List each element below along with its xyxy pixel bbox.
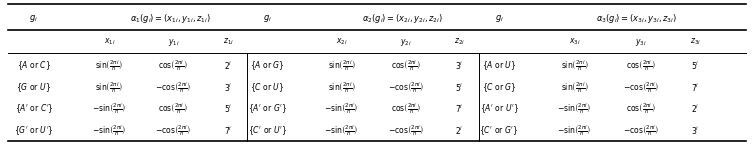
- Text: $\cos\!\left(\frac{2\pi i}{n}\right)$: $\cos\!\left(\frac{2\pi i}{n}\right)$: [391, 101, 421, 116]
- Text: $7^i$: $7^i$: [455, 103, 464, 115]
- Text: $-\cos\!\left(\frac{2\pi i}{n}\right)$: $-\cos\!\left(\frac{2\pi i}{n}\right)$: [155, 124, 192, 138]
- Text: $g_i$: $g_i$: [29, 13, 38, 24]
- Text: $2^i$: $2^i$: [455, 125, 464, 137]
- Text: $z_{1i}$: $z_{1i}$: [223, 37, 234, 47]
- Text: $\{A'\ \mathrm{or}\ U'\}$: $\{A'\ \mathrm{or}\ U'\}$: [480, 102, 519, 115]
- Text: $-\sin\!\left(\frac{2\pi i}{n}\right)$: $-\sin\!\left(\frac{2\pi i}{n}\right)$: [324, 124, 359, 138]
- Text: $-\cos\!\left(\frac{2\pi i}{n}\right)$: $-\cos\!\left(\frac{2\pi i}{n}\right)$: [623, 124, 659, 138]
- Text: $g_i$: $g_i$: [263, 13, 272, 24]
- Text: $\sin\!\left(\frac{2\pi i}{n}\right)$: $\sin\!\left(\frac{2\pi i}{n}\right)$: [95, 80, 124, 95]
- Text: $2^i$: $2^i$: [691, 103, 700, 115]
- Text: $5^i$: $5^i$: [224, 103, 233, 115]
- Text: $\{A'\ \mathrm{or}\ C'\}$: $\{A'\ \mathrm{or}\ C'\}$: [14, 102, 54, 115]
- Text: $5^i$: $5^i$: [691, 60, 700, 72]
- Text: $x_{1i}$: $x_{1i}$: [103, 37, 115, 47]
- Text: $y_{3i}$: $y_{3i}$: [635, 37, 647, 48]
- Text: $\{C'\ \mathrm{or}\ U'\}$: $\{C'\ \mathrm{or}\ U'\}$: [248, 125, 287, 137]
- Text: $3^i$: $3^i$: [455, 60, 464, 72]
- Text: $-\sin\!\left(\frac{2\pi i}{n}\right)$: $-\sin\!\left(\frac{2\pi i}{n}\right)$: [557, 124, 592, 138]
- Text: $z_{2i}$: $z_{2i}$: [454, 37, 464, 47]
- Text: $7^i$: $7^i$: [224, 125, 233, 137]
- Text: $\{G\ \mathrm{or}\ U\}$: $\{G\ \mathrm{or}\ U\}$: [17, 81, 51, 94]
- Text: $\{C\ \mathrm{or}\ U\}$: $\{C\ \mathrm{or}\ U\}$: [250, 81, 285, 94]
- Text: $-\sin\!\left(\frac{2\pi i}{n}\right)$: $-\sin\!\left(\frac{2\pi i}{n}\right)$: [557, 101, 592, 116]
- Text: $3^i$: $3^i$: [691, 125, 700, 137]
- Text: $\sin\!\left(\frac{2\pi i}{n}\right)$: $\sin\!\left(\frac{2\pi i}{n}\right)$: [95, 58, 124, 73]
- Text: $x_{2i}$: $x_{2i}$: [336, 37, 348, 47]
- Text: $-\cos\!\left(\frac{2\pi i}{n}\right)$: $-\cos\!\left(\frac{2\pi i}{n}\right)$: [388, 124, 424, 138]
- Text: $g_i$: $g_i$: [495, 13, 504, 24]
- Text: $3^i$: $3^i$: [224, 81, 233, 94]
- Text: $2^i$: $2^i$: [224, 60, 233, 72]
- Text: $\{A\ \mathrm{or}\ U\}$: $\{A\ \mathrm{or}\ U\}$: [482, 59, 516, 72]
- Text: $x_{3i}$: $x_{3i}$: [569, 37, 581, 47]
- Text: $\sin\!\left(\frac{2\pi i}{n}\right)$: $\sin\!\left(\frac{2\pi i}{n}\right)$: [560, 58, 589, 73]
- Text: $\cos\!\left(\frac{2\pi i}{n}\right)$: $\cos\!\left(\frac{2\pi i}{n}\right)$: [391, 58, 421, 73]
- Text: $\{A'\ \mathrm{or}\ G'\}$: $\{A'\ \mathrm{or}\ G'\}$: [248, 102, 287, 115]
- Text: $\{A\ \mathrm{or}\ G\}$: $\{A\ \mathrm{or}\ G\}$: [250, 59, 285, 72]
- Text: $-\cos\!\left(\frac{2\pi i}{n}\right)$: $-\cos\!\left(\frac{2\pi i}{n}\right)$: [623, 80, 659, 95]
- Text: $y_{1i}$: $y_{1i}$: [167, 37, 179, 48]
- Text: $\alpha_1(g_i) = (x_{1i}, y_{1i}, z_{1i})$: $\alpha_1(g_i) = (x_{1i}, y_{1i}, z_{1i}…: [130, 12, 211, 25]
- Text: $-\cos\!\left(\frac{2\pi i}{n}\right)$: $-\cos\!\left(\frac{2\pi i}{n}\right)$: [388, 80, 424, 95]
- Text: $-\sin\!\left(\frac{2\pi i}{n}\right)$: $-\sin\!\left(\frac{2\pi i}{n}\right)$: [92, 101, 127, 116]
- Text: $\sin\!\left(\frac{2\pi i}{n}\right)$: $\sin\!\left(\frac{2\pi i}{n}\right)$: [327, 58, 356, 73]
- Text: $-\sin\!\left(\frac{2\pi i}{n}\right)$: $-\sin\!\left(\frac{2\pi i}{n}\right)$: [324, 101, 359, 116]
- Text: $\{A\ \mathrm{or}\ C\}$: $\{A\ \mathrm{or}\ C\}$: [17, 59, 51, 72]
- Text: $\alpha_2(g_i) = (x_{2i}, y_{2i}, z_{2i})$: $\alpha_2(g_i) = (x_{2i}, y_{2i}, z_{2i}…: [362, 12, 443, 25]
- Text: $-\sin\!\left(\frac{2\pi i}{n}\right)$: $-\sin\!\left(\frac{2\pi i}{n}\right)$: [92, 124, 127, 138]
- Text: $5^i$: $5^i$: [455, 81, 464, 94]
- Text: $\cos\!\left(\frac{2\pi i}{n}\right)$: $\cos\!\left(\frac{2\pi i}{n}\right)$: [158, 101, 188, 116]
- Text: $\sin\!\left(\frac{2\pi i}{n}\right)$: $\sin\!\left(\frac{2\pi i}{n}\right)$: [560, 80, 589, 95]
- Text: $\cos\!\left(\frac{2\pi i}{n}\right)$: $\cos\!\left(\frac{2\pi i}{n}\right)$: [626, 58, 656, 73]
- Text: $\sin\!\left(\frac{2\pi i}{n}\right)$: $\sin\!\left(\frac{2\pi i}{n}\right)$: [327, 80, 356, 95]
- Text: $\{G'\ \mathrm{or}\ U'\}$: $\{G'\ \mathrm{or}\ U'\}$: [14, 125, 54, 137]
- Text: $z_{3i}$: $z_{3i}$: [690, 37, 700, 47]
- Text: $\alpha_3(g_i) = (x_{3i}, y_{3i}, z_{3i})$: $\alpha_3(g_i) = (x_{3i}, y_{3i}, z_{3i}…: [596, 12, 677, 25]
- Text: $\{C\ \mathrm{or}\ G\}$: $\{C\ \mathrm{or}\ G\}$: [482, 81, 516, 94]
- Text: $\{C'\ \mathrm{or}\ G'\}$: $\{C'\ \mathrm{or}\ G'\}$: [480, 125, 519, 137]
- Text: $\cos\!\left(\frac{2\pi i}{n}\right)$: $\cos\!\left(\frac{2\pi i}{n}\right)$: [158, 58, 188, 73]
- Text: $\cos\!\left(\frac{2\pi i}{n}\right)$: $\cos\!\left(\frac{2\pi i}{n}\right)$: [626, 101, 656, 116]
- Text: $7^i$: $7^i$: [691, 81, 700, 94]
- Text: $-\cos\!\left(\frac{2\pi i}{n}\right)$: $-\cos\!\left(\frac{2\pi i}{n}\right)$: [155, 80, 192, 95]
- Text: $y_{2i}$: $y_{2i}$: [400, 37, 412, 48]
